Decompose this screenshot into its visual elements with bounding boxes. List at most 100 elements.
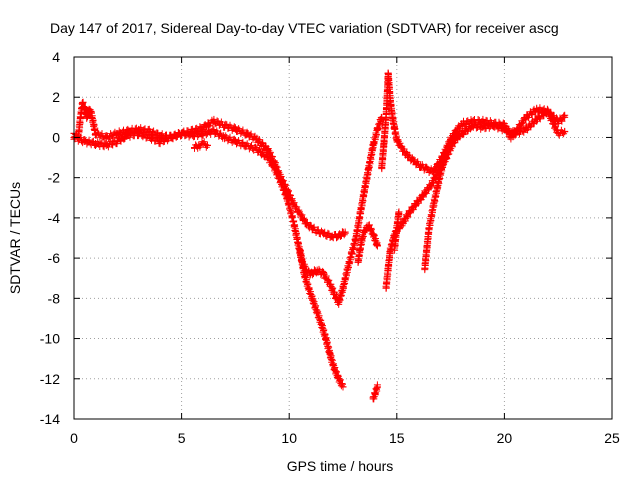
- data-point: [361, 186, 369, 194]
- data-point: [102, 141, 110, 149]
- data-point: [188, 131, 196, 139]
- data-point: [382, 113, 390, 121]
- data-point: [373, 383, 381, 391]
- y-tick-label: -2: [48, 170, 61, 186]
- data-point: [85, 105, 93, 113]
- series-track-3: [296, 246, 347, 391]
- series-track-7: [378, 69, 569, 178]
- plot-frame: [73, 56, 613, 420]
- x-ticks: 0 5 10 15 20 25: [70, 57, 620, 446]
- y-tick-label: -6: [48, 250, 61, 266]
- data-point: [264, 146, 272, 154]
- data-point: [311, 226, 319, 234]
- series-track-5: [369, 381, 381, 403]
- data-point: [361, 226, 369, 234]
- data-point: [410, 158, 418, 166]
- data-point: [330, 365, 338, 373]
- x-tick-label: 5: [178, 430, 186, 446]
- data-point: [386, 97, 394, 105]
- data-point: [296, 210, 304, 218]
- data-point: [231, 137, 239, 145]
- data-point: [309, 296, 317, 304]
- data-point: [305, 284, 313, 292]
- data-point: [373, 125, 381, 133]
- data-point: [307, 270, 315, 278]
- data-point: [81, 137, 89, 145]
- data-point: [391, 244, 399, 252]
- y-tick-label: -4: [48, 210, 61, 226]
- data-point: [388, 113, 396, 121]
- y-tick-label: -14: [40, 411, 60, 427]
- y-ticks: -14 -12 -10 -8 -6 -4 -2 0 2 4: [40, 49, 612, 427]
- data-point: [371, 389, 379, 397]
- data-point: [199, 129, 207, 137]
- y-tick-label: -8: [48, 290, 61, 306]
- data-point: [356, 244, 364, 252]
- data-point: [135, 129, 143, 137]
- data-point: [317, 320, 325, 328]
- data-point: [425, 224, 433, 232]
- data-point: [393, 135, 401, 143]
- series-track-4: [354, 221, 381, 266]
- x-tick-label: 0: [70, 430, 78, 446]
- data-point: [210, 127, 218, 135]
- x-tick-label: 20: [497, 430, 513, 446]
- data-point: [300, 270, 308, 278]
- data-point: [221, 133, 229, 141]
- y-tick-label: 0: [52, 129, 60, 145]
- data-point: [425, 184, 433, 192]
- data-point: [326, 351, 334, 359]
- data-point: [191, 144, 199, 151]
- y-tick-label: -12: [40, 371, 60, 387]
- data-point: [429, 202, 437, 210]
- data-point: [326, 280, 334, 288]
- data-point: [330, 290, 338, 298]
- data-point: [453, 129, 461, 137]
- data-point: [384, 69, 392, 77]
- data-point: [343, 266, 351, 274]
- data-point: [92, 129, 100, 137]
- data-point: [79, 99, 87, 107]
- data-point: [554, 117, 562, 125]
- data-point: [264, 154, 272, 162]
- data-point: [283, 194, 291, 202]
- chart-title: Day 147 of 2017, Sidereal Day-to-day VTE…: [50, 20, 559, 36]
- x-tick-label: 15: [389, 430, 405, 446]
- data-point: [242, 141, 250, 149]
- data-point: [416, 162, 424, 170]
- data-point: [320, 230, 328, 238]
- data-point: [507, 133, 515, 141]
- data-point: [382, 284, 390, 292]
- data-point: [468, 117, 476, 125]
- data-point: [513, 125, 521, 133]
- data-point: [406, 208, 414, 216]
- data-point: [253, 146, 261, 154]
- data-point: [479, 117, 487, 125]
- data-point: [242, 129, 250, 137]
- data-point: [554, 129, 562, 137]
- grid: [74, 57, 612, 419]
- data-point: [221, 121, 229, 129]
- data-point: [543, 107, 551, 115]
- data-point: [423, 244, 431, 252]
- y-tick-label: 4: [52, 49, 60, 65]
- data-point: [395, 208, 403, 216]
- data-point: [365, 222, 373, 230]
- data-point: [341, 228, 349, 236]
- data-point: [421, 264, 429, 272]
- data-point: [76, 113, 84, 121]
- data-point: [397, 144, 405, 151]
- data-point: [328, 232, 336, 240]
- data-point: [210, 117, 218, 125]
- data-point: [561, 127, 569, 135]
- data-point: [294, 238, 302, 246]
- data-point: [423, 166, 431, 174]
- data-point: [369, 395, 377, 403]
- data-point: [404, 152, 412, 160]
- x-axis-title: GPS time / hours: [287, 458, 394, 474]
- data-point: [434, 182, 442, 190]
- data-point: [479, 123, 487, 131]
- data-point: [335, 375, 343, 383]
